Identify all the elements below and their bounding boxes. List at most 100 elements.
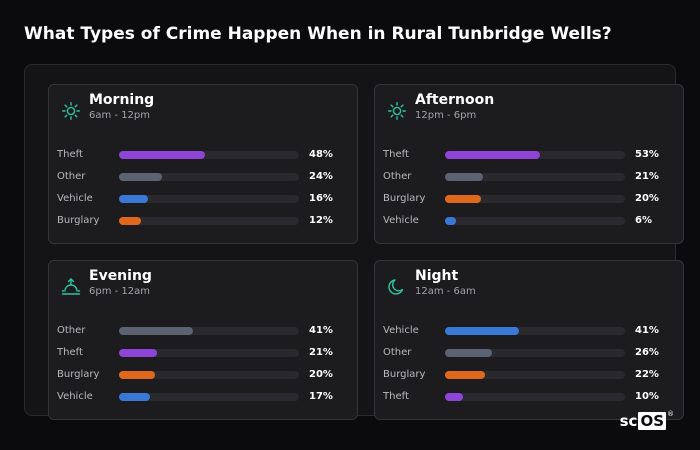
bar-theft (119, 349, 157, 357)
value-label: 10% (635, 391, 659, 402)
bar-row: Vehicle 17% (49, 390, 357, 404)
value-label: 26% (635, 347, 659, 358)
category-label: Burglary (57, 369, 100, 380)
bar-row: Burglary 20% (375, 192, 683, 206)
category-label: Burglary (57, 215, 100, 226)
category-label: Burglary (383, 369, 426, 380)
bar-row: Theft 53% (375, 148, 683, 162)
category-label: Vehicle (57, 193, 93, 204)
category-label: Theft (383, 149, 409, 160)
value-label: 22% (635, 369, 659, 380)
value-label: 20% (309, 369, 333, 380)
bar-row: Other 24% (49, 170, 357, 184)
chart-title: Morning (89, 92, 155, 108)
bar-row: Theft 21% (49, 346, 357, 360)
category-label: Other (383, 347, 412, 358)
chart-card-afternoon: Afternoon 12pm - 6pm Theft 53% Other 21% Burgl… (374, 84, 684, 244)
chart-title: Night (415, 268, 459, 284)
brand-registered-mark: ® (667, 410, 674, 418)
category-label: Other (383, 171, 412, 182)
bar-track (445, 195, 625, 203)
brand-prefix: sc (619, 412, 638, 430)
bar-track (119, 349, 299, 357)
chart-subtitle: 12pm - 6pm (415, 110, 477, 121)
bar-row: Burglary 20% (49, 368, 357, 382)
category-label: Theft (383, 391, 409, 402)
bar-row: Burglary 22% (375, 368, 683, 382)
bar-track (445, 393, 625, 401)
value-label: 21% (635, 171, 659, 182)
bar-track (119, 327, 299, 335)
value-label: 6% (635, 215, 652, 226)
category-label: Vehicle (383, 325, 419, 336)
bar-row: Vehicle 41% (375, 324, 683, 338)
category-label: Theft (57, 347, 83, 358)
bar-track (445, 327, 625, 335)
bar-theft (445, 393, 463, 401)
bar-track (119, 173, 299, 181)
moon-icon (387, 277, 407, 297)
value-label: 41% (635, 325, 659, 336)
page-title: What Types of Crime Happen When in Rural… (24, 24, 612, 44)
bar-burglary (445, 195, 481, 203)
bar-row: Burglary 12% (49, 214, 357, 228)
value-label: 41% (309, 325, 333, 336)
value-label: 53% (635, 149, 659, 160)
value-label: 48% (309, 149, 333, 160)
bar-other (445, 349, 492, 357)
sunset-icon (61, 277, 81, 297)
bar-vehicle (445, 327, 519, 335)
bar-vehicle (119, 393, 150, 401)
chart-title: Evening (89, 268, 152, 284)
chart-subtitle: 12am - 6am (415, 286, 476, 297)
bar-track (119, 393, 299, 401)
category-label: Other (57, 171, 86, 182)
value-label: 21% (309, 347, 333, 358)
bar-track (445, 217, 625, 225)
value-label: 17% (309, 391, 333, 402)
bar-theft (119, 151, 206, 159)
chart-subtitle: 6am - 12pm (89, 110, 151, 121)
chart-card-night: Night 12am - 6am Vehicle 41% Other 26% Burglar… (374, 260, 684, 420)
bar-track (445, 371, 625, 379)
chart-card-morning: Morning 6am - 12pm Theft 48% Other 24% Vehicle… (48, 84, 358, 244)
bar-other (119, 173, 163, 181)
bar-track (119, 151, 299, 159)
brand-boxed: OS (638, 412, 666, 430)
brand-logo: sc OS ® (620, 410, 674, 430)
bar-row: Other 41% (49, 324, 357, 338)
bar-row: Theft 10% (375, 390, 683, 404)
bar-row: Vehicle 16% (49, 192, 357, 206)
bar-burglary (119, 217, 141, 225)
sun-icon (61, 101, 81, 121)
bar-other (445, 173, 483, 181)
bar-theft (445, 151, 541, 159)
bar-row: Theft 48% (49, 148, 357, 162)
category-label: Theft (57, 149, 83, 160)
bar-track (445, 173, 625, 181)
bar-burglary (445, 371, 485, 379)
sun-icon (387, 101, 407, 121)
value-label: 20% (635, 193, 659, 204)
bar-burglary (119, 371, 155, 379)
bar-track (445, 151, 625, 159)
bar-other (119, 327, 193, 335)
value-label: 12% (309, 215, 333, 226)
bar-row: Other 26% (375, 346, 683, 360)
category-label: Vehicle (57, 391, 93, 402)
bar-vehicle (445, 217, 456, 225)
bar-vehicle (119, 195, 148, 203)
chart-card-evening: Evening 6pm - 12am Other 41% Theft 21% Burglar… (48, 260, 358, 420)
value-label: 24% (309, 171, 333, 182)
bar-track (119, 371, 299, 379)
chart-subtitle: 6pm - 12am (89, 286, 151, 297)
bar-track (119, 217, 299, 225)
category-label: Burglary (383, 193, 426, 204)
category-label: Vehicle (383, 215, 419, 226)
category-label: Other (57, 325, 86, 336)
bar-track (445, 349, 625, 357)
bar-track (119, 195, 299, 203)
bar-row: Other 21% (375, 170, 683, 184)
value-label: 16% (309, 193, 333, 204)
bar-row: Vehicle 6% (375, 214, 683, 228)
